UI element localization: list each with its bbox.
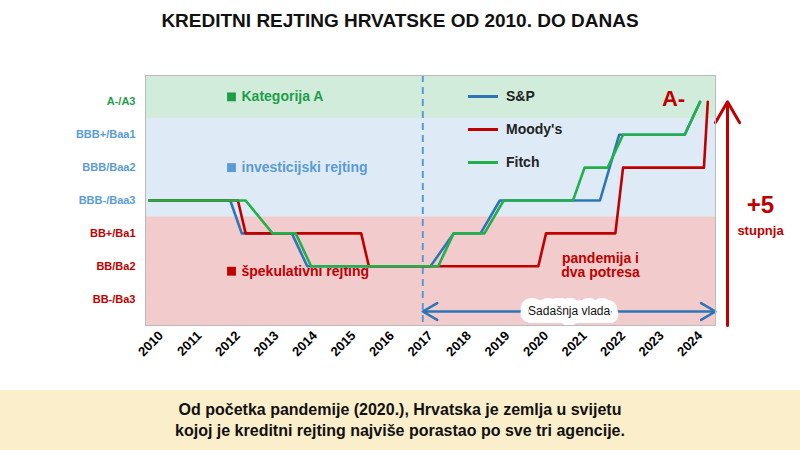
svg-text:2022: 2022 — [597, 328, 628, 359]
svg-text:2020: 2020 — [520, 328, 551, 359]
svg-text:2011: 2011 — [174, 328, 205, 359]
svg-text:2018: 2018 — [443, 328, 474, 359]
svg-text:BB+/Ba1: BB+/Ba1 — [90, 227, 136, 239]
svg-text:2012: 2012 — [212, 328, 243, 359]
svg-text:2021: 2021 — [559, 328, 590, 359]
svg-text:špekulativni rejting: špekulativni rejting — [241, 262, 370, 279]
svg-text:BB-/Ba3: BB-/Ba3 — [93, 293, 136, 305]
html-text:KREDITNI REJTING HRVATSKE OD 2: KREDITNI REJTING HRVATSKE OD 2010. DO DA… — [161, 10, 639, 31]
svg-text:A-/A3: A-/A3 — [107, 95, 136, 107]
svg-text:2015: 2015 — [327, 328, 358, 359]
svg-text:A-: A- — [662, 86, 685, 111]
svg-text:2016: 2016 — [366, 328, 397, 359]
html-text:Fitch: Fitch — [506, 154, 540, 170]
svg-text:2010: 2010 — [135, 328, 166, 359]
svg-text:2024: 2024 — [674, 327, 706, 359]
svg-text:investicijski rejting: investicijski rejting — [242, 159, 368, 175]
svg-text:2017: 2017 — [405, 328, 436, 359]
svg-text:2019: 2019 — [482, 328, 513, 359]
html-text:Moody's: Moody's — [506, 121, 563, 137]
svg-text:stupnja: stupnja — [737, 223, 784, 238]
svg-text:BBB-/Baa3: BBB-/Baa3 — [79, 194, 136, 206]
html-text:Od početka pandemije (2020.),: Od početka pandemije (2020.), Hrvatska j… — [175, 401, 625, 439]
svg-text:BBB+/Baa1: BBB+/Baa1 — [76, 128, 136, 140]
svg-text:BB/Ba2: BB/Ba2 — [96, 260, 135, 272]
svg-text:BBB/Baa2: BBB/Baa2 — [82, 161, 135, 173]
svg-text:+5: +5 — [747, 191, 774, 218]
html-text:S&P: S&P — [506, 88, 535, 104]
svg-text:2023: 2023 — [636, 328, 667, 359]
svg-text:Sadašnja vlada: Sadašnja vlada — [528, 304, 610, 318]
svg-text:2013: 2013 — [250, 328, 281, 359]
svg-text:Kategorija A: Kategorija A — [242, 88, 324, 104]
svg-text:pandemija idva potresa: pandemija idva potresa — [561, 250, 640, 280]
svg-text:2014: 2014 — [289, 327, 321, 359]
